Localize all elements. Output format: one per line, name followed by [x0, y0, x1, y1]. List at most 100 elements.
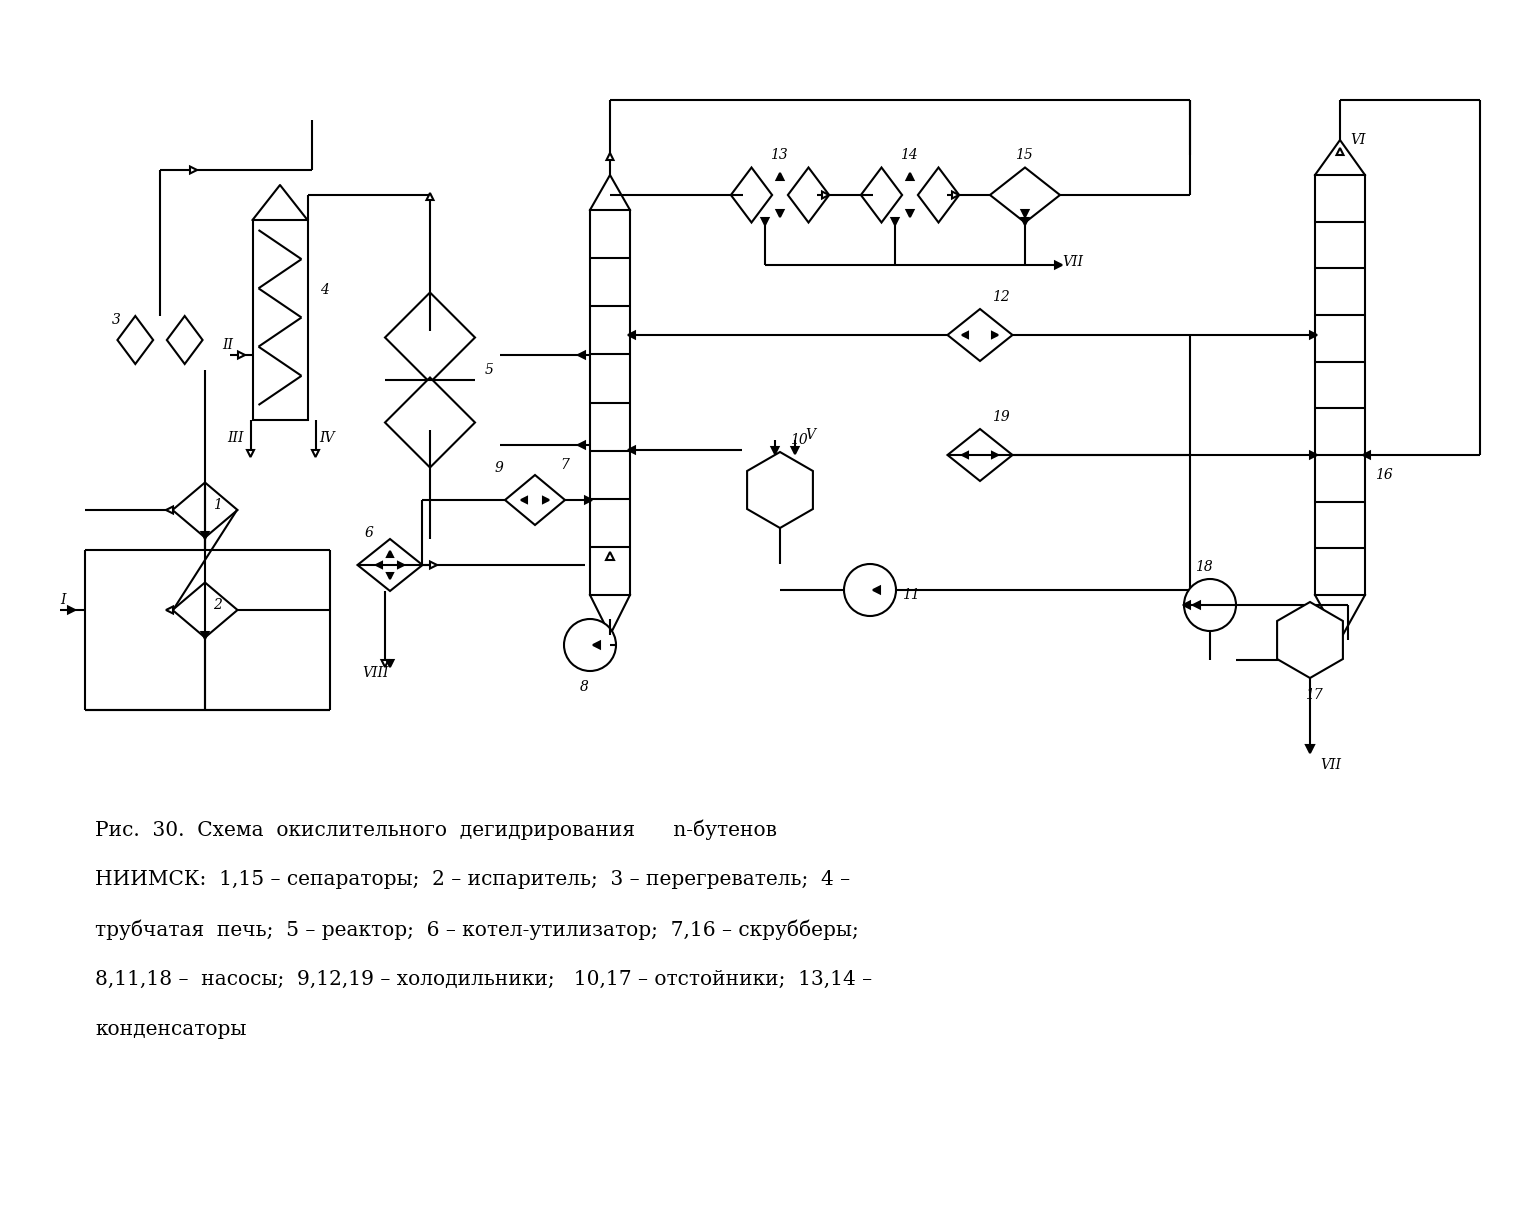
- Polygon shape: [906, 211, 914, 217]
- Text: 17: 17: [1306, 688, 1322, 703]
- Text: 15: 15: [1015, 148, 1032, 162]
- Text: 12: 12: [992, 290, 1009, 304]
- Polygon shape: [430, 562, 438, 568]
- Circle shape: [1184, 579, 1236, 632]
- Text: 10: 10: [790, 433, 808, 447]
- Polygon shape: [860, 168, 902, 223]
- Polygon shape: [593, 641, 601, 649]
- Text: 6: 6: [366, 526, 373, 540]
- Polygon shape: [1021, 218, 1029, 225]
- Circle shape: [564, 619, 616, 671]
- Polygon shape: [521, 497, 527, 503]
- Polygon shape: [788, 168, 829, 223]
- Polygon shape: [628, 332, 634, 339]
- Bar: [1315, 175, 1366, 595]
- Polygon shape: [1362, 452, 1370, 459]
- Text: I: I: [60, 592, 66, 607]
- Text: конденсаторы: конденсаторы: [95, 1020, 246, 1039]
- Text: трубчатая  печь;  5 – реактор;  6 – котел-утилизатор;  7,16 – скрубберы;: трубчатая печь; 5 – реактор; 6 – котел-у…: [95, 920, 859, 940]
- Polygon shape: [1310, 452, 1316, 459]
- Polygon shape: [992, 452, 998, 458]
- Polygon shape: [387, 573, 393, 579]
- Polygon shape: [386, 293, 475, 383]
- Polygon shape: [358, 539, 422, 591]
- Text: VIII: VIII: [362, 666, 389, 681]
- Polygon shape: [991, 168, 1060, 223]
- Polygon shape: [376, 562, 382, 568]
- Polygon shape: [771, 447, 779, 454]
- Polygon shape: [117, 316, 154, 364]
- Polygon shape: [68, 607, 75, 613]
- Polygon shape: [891, 218, 899, 225]
- Polygon shape: [906, 173, 914, 180]
- Text: 8,11,18 –  насосы;  9,12,19 – холодильники;   10,17 – отстойники;  13,14 –: 8,11,18 – насосы; 9,12,19 – холодильники…: [95, 969, 872, 989]
- Polygon shape: [948, 308, 1012, 361]
- Polygon shape: [172, 482, 238, 537]
- Circle shape: [843, 564, 895, 616]
- Polygon shape: [505, 475, 565, 525]
- Polygon shape: [962, 332, 968, 338]
- Polygon shape: [791, 447, 799, 454]
- Polygon shape: [398, 562, 404, 568]
- Text: Рис.  30.  Схема  окислительного  дегидрирования      n-бутенов: Рис. 30. Схема окислительного дегидриров…: [95, 820, 777, 841]
- Polygon shape: [1021, 211, 1029, 217]
- Text: 18: 18: [1195, 561, 1213, 574]
- Polygon shape: [777, 173, 783, 180]
- Text: 4: 4: [319, 283, 329, 297]
- Polygon shape: [1306, 745, 1313, 753]
- Polygon shape: [167, 316, 203, 364]
- Text: 2: 2: [214, 599, 221, 612]
- Polygon shape: [1276, 602, 1342, 678]
- Polygon shape: [746, 452, 813, 528]
- Text: 19: 19: [992, 410, 1009, 424]
- Polygon shape: [247, 450, 253, 457]
- Text: 5: 5: [485, 364, 495, 377]
- Polygon shape: [731, 168, 773, 223]
- Text: III: III: [227, 431, 244, 446]
- Text: II: II: [223, 338, 233, 353]
- Text: IV: IV: [319, 431, 335, 446]
- Polygon shape: [387, 551, 393, 557]
- Text: 1: 1: [214, 498, 221, 512]
- Polygon shape: [1183, 601, 1190, 608]
- Text: 7: 7: [561, 458, 568, 472]
- Text: V: V: [805, 428, 816, 442]
- Text: НИИМСК:  1,15 – сепараторы;  2 – испаритель;  3 – перегреватель;  4 –: НИИМСК: 1,15 – сепараторы; 2 – испарител…: [95, 870, 849, 889]
- Polygon shape: [777, 211, 783, 217]
- Text: 13: 13: [770, 148, 788, 162]
- Polygon shape: [201, 632, 209, 639]
- Polygon shape: [312, 450, 319, 457]
- Polygon shape: [607, 153, 613, 160]
- Text: VII: VII: [1319, 758, 1341, 772]
- Polygon shape: [628, 447, 634, 454]
- Bar: [252, 220, 307, 420]
- Polygon shape: [386, 377, 475, 468]
- Polygon shape: [585, 497, 591, 503]
- Polygon shape: [427, 193, 433, 200]
- Polygon shape: [992, 332, 998, 338]
- Polygon shape: [578, 442, 585, 448]
- Polygon shape: [762, 218, 768, 225]
- Text: 3: 3: [112, 313, 121, 327]
- Polygon shape: [1336, 148, 1344, 155]
- Text: VI: VI: [1350, 133, 1366, 147]
- Polygon shape: [172, 583, 238, 638]
- Text: 16: 16: [1375, 468, 1393, 482]
- Polygon shape: [387, 660, 393, 667]
- Text: 11: 11: [902, 588, 920, 602]
- Text: VII: VII: [1061, 255, 1083, 269]
- Polygon shape: [544, 497, 548, 503]
- Polygon shape: [166, 507, 174, 514]
- Polygon shape: [952, 191, 958, 198]
- Polygon shape: [1055, 262, 1061, 268]
- Polygon shape: [381, 660, 389, 667]
- Polygon shape: [919, 168, 958, 223]
- Polygon shape: [607, 552, 614, 561]
- Bar: [590, 211, 630, 595]
- Polygon shape: [1310, 332, 1316, 339]
- Polygon shape: [190, 166, 197, 174]
- Polygon shape: [1193, 601, 1200, 608]
- Polygon shape: [948, 428, 1012, 481]
- Text: 9: 9: [495, 461, 504, 475]
- Polygon shape: [822, 191, 829, 198]
